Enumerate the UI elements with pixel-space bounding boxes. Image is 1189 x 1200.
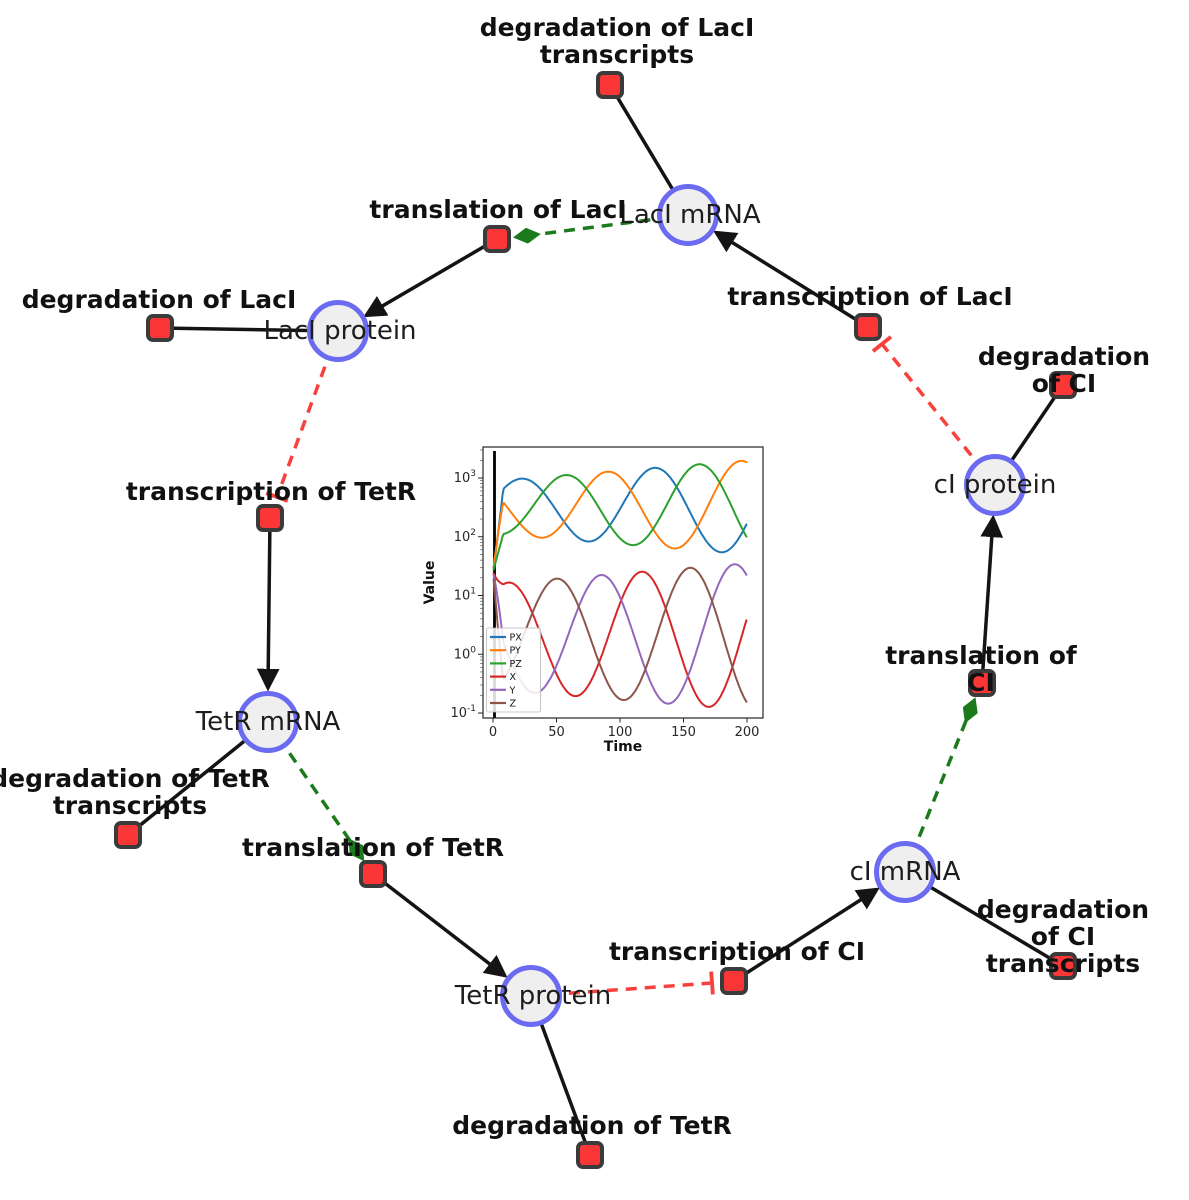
legend-label-X: X <box>510 672 517 683</box>
reaction-label-degradation-lacl: degradation of LacI <box>21 285 297 314</box>
chart-frame <box>482 446 764 719</box>
edge-translation-lacl-to-lacl-protein <box>363 237 498 318</box>
reaction-label-degradation-tetr-transcripts: degradation of TetR transcripts <box>0 764 270 820</box>
x-tick-label: 150 <box>671 725 696 740</box>
species-label-ci-protein: cI protein <box>933 470 1057 500</box>
reaction-label-degradation-tetr: degradation of TetR <box>452 1111 732 1140</box>
reaction-node-degradation-lacl-transcripts <box>596 71 624 99</box>
legend-label-PY: PY <box>510 646 522 657</box>
series-line-PY <box>492 459 748 568</box>
legend-label-PZ: PZ <box>510 659 523 670</box>
edge-translation-ci-to-ci-protein <box>980 514 1004 684</box>
timeseries-plot-svg: 0 50 100 150 200 10-1 100 101 102 103 Time Value PX P… <box>422 446 764 755</box>
reaction-node-translation-tetr <box>359 860 387 888</box>
reaction-label-transcription-tetr: transcription of TetR <box>125 477 417 506</box>
species-label-tetr-protein: TetR protein <box>454 981 612 1011</box>
legend-label-Y: Y <box>509 685 516 696</box>
edge-translation-tetr-to-tetr-protein <box>371 872 508 978</box>
reaction-node-transcription-tetr <box>256 504 284 532</box>
y-tick-label: 101 <box>454 587 476 604</box>
edge-transcription-ci-to-ci-mrna <box>733 887 880 983</box>
x-tick-label: 0 <box>489 725 497 740</box>
reaction-node-degradation-tetr-transcripts <box>114 821 142 849</box>
reaction-node-degradation-ci-transcripts <box>1049 952 1077 980</box>
reaction-node-degradation-ci <box>1049 371 1077 399</box>
reaction-label-transcription-ci: transcription of CI <box>608 937 866 966</box>
legend-label-Z: Z <box>510 699 517 710</box>
reaction-node-translation-lacl <box>483 225 511 253</box>
species-node-tetr-mrna <box>237 691 299 753</box>
x-tick-label: 50 <box>548 725 565 740</box>
reaction-node-transcription-lacl <box>854 313 882 341</box>
species-label-lacl-protein: LacI protein <box>263 316 417 346</box>
reaction-node-translation-ci <box>968 669 996 697</box>
reaction-label-translation-lacl: translation of LacI <box>369 195 627 224</box>
y-tick-label: 102 <box>454 528 476 545</box>
species-label-lacl-mrna: LacI mRNA <box>619 200 761 230</box>
edge-transcription-lacl-to-lacl-mrna <box>713 230 869 329</box>
reaction-label-degradation-ci: degradation of CI <box>977 342 1151 398</box>
legend-box <box>486 627 541 713</box>
reaction-node-transcription-ci <box>720 967 748 995</box>
reaction-node-degradation-lacl <box>146 314 174 342</box>
species-node-lacl-protein <box>307 300 369 362</box>
species-node-ci-mrna <box>874 841 936 903</box>
reaction-label-degradation-ci-transcripts: degradation of CI transcripts <box>976 895 1150 978</box>
series-line-PZ <box>492 463 748 571</box>
legend-label-PX: PX <box>510 633 523 644</box>
inset-timeseries-plot: 0 50 100 150 200 10-1 100 101 102 103 Time Value PX P… <box>420 438 770 762</box>
species-node-tetr-protein <box>500 965 562 1027</box>
y-tick-label: 10-1 <box>450 704 476 721</box>
reaction-label-translation-tetr: translation of TetR <box>241 833 505 862</box>
species-node-lacl-mrna <box>657 184 719 246</box>
y-tick-label: 100 <box>454 645 477 662</box>
species-label-tetr-mrna: TetR mRNA <box>195 707 341 737</box>
x-tick-label: 200 <box>735 725 760 740</box>
edge-ci-mrna-activates-translation <box>903 697 978 873</box>
x-tick-label: 100 <box>608 725 633 740</box>
series-line-X <box>492 570 748 708</box>
reaction-label-transcription-lacl: transcription of LacI <box>727 282 1013 311</box>
reaction-node-degradation-tetr <box>576 1141 604 1169</box>
reaction-label-translation-ci: translation of CI <box>885 641 1077 697</box>
x-axis-label: Time <box>604 739 642 755</box>
series-line-Z <box>492 566 748 703</box>
species-label-ci-mrna: cI mRNA <box>849 857 961 887</box>
edge-transcription-tetr-to-tetr-mrna <box>256 517 280 692</box>
series-line-PX <box>492 466 748 569</box>
reaction-label-degradation-lacl-transcripts: degradation of LacI transcripts <box>479 13 755 69</box>
y-axis-label: Value <box>422 561 438 605</box>
y-tick-label: 103 <box>454 469 476 486</box>
species-node-ci-protein <box>964 454 1026 516</box>
